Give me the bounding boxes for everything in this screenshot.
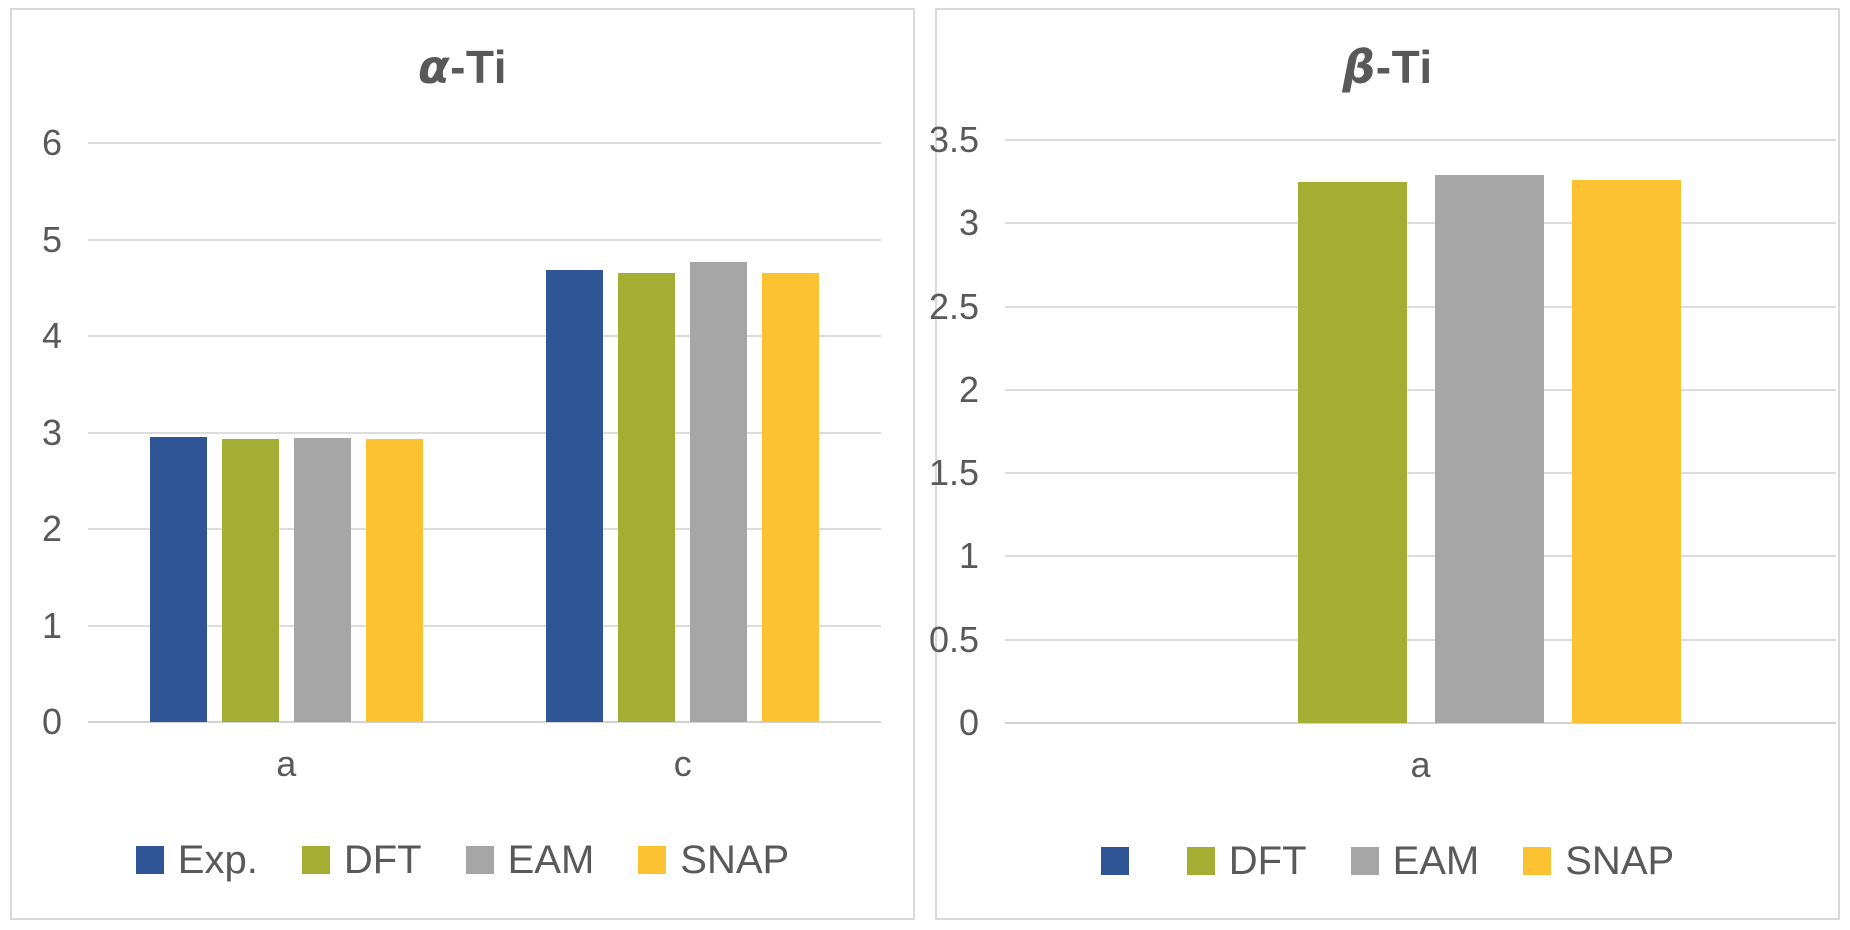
- legend-swatch-icon: [638, 846, 667, 874]
- y-tick-label-0: 0: [958, 702, 979, 743]
- plot-area-alpha-ti: [88, 142, 881, 723]
- gridline-y-3.5: [1005, 139, 1836, 141]
- legend-swatch-icon: [301, 846, 330, 874]
- chart-panel-alpha-ti: α-Ti Exp. DFT EAM SNAP 0 1 2 3 4 5 6 a c: [10, 8, 915, 920]
- y-tick-label-3: 3: [958, 202, 979, 244]
- bar-Exp.-a: [149, 437, 207, 722]
- legend-alpha-ti: Exp. DFT EAM SNAP: [12, 840, 913, 880]
- chart-title-greek-letter: β: [1342, 40, 1376, 94]
- bar-Exp.-c: [546, 270, 604, 722]
- legend-item-DFT: DFT: [1186, 839, 1307, 883]
- y-tick-label-0: 0: [41, 701, 62, 742]
- gridline-y-2.5: [1005, 305, 1836, 308]
- x-axis-line: [1005, 722, 1836, 724]
- legend-item-SNAP: SNAP: [1523, 841, 1674, 881]
- bar-EAM-a: [1434, 174, 1544, 723]
- legend-label: DFT: [1228, 839, 1307, 883]
- y-tick-label-1.5: 1.5: [928, 452, 979, 494]
- y-tick-label-0.5: 0.5: [928, 618, 979, 660]
- chart-title-greek-letter: α: [418, 40, 451, 94]
- legend-label: SNAP: [1565, 839, 1675, 883]
- legend-swatch-icon: [465, 846, 494, 874]
- y-tick-label-2: 2: [41, 508, 62, 549]
- y-tick-label-4: 4: [41, 315, 62, 356]
- legend-item-EAM: EAM: [1350, 839, 1480, 883]
- legend-item-EAM: EAM: [465, 838, 595, 882]
- bar-EAM-a: [293, 438, 351, 722]
- gridline-y-0.5: [1005, 638, 1836, 641]
- legend-swatch-icon: [1186, 847, 1215, 875]
- y-tick-label-5: 5: [41, 218, 62, 260]
- y-tick-label-3: 3: [41, 411, 62, 453]
- bar-DFT-a: [1297, 181, 1407, 723]
- gridline-y-1: [1005, 555, 1836, 558]
- legend-swatch-icon: [135, 846, 164, 874]
- plot-area-beta-ti: [1005, 139, 1836, 724]
- legend-swatch-icon: [1100, 847, 1129, 875]
- y-tick-label-1: 1: [41, 604, 62, 646]
- legend-label: EAM: [1392, 839, 1480, 883]
- gridline-y-2: [1005, 388, 1836, 391]
- gridline-y-3: [88, 431, 881, 434]
- y-tick-label-6: 6: [41, 122, 62, 163]
- legend-label: Exp.: [177, 838, 258, 882]
- y-tick-label-2: 2: [958, 368, 979, 410]
- x-category-label-c: c: [673, 743, 692, 784]
- legend-item-DFT: DFT: [301, 838, 422, 882]
- legend-swatch-icon: [1350, 847, 1379, 875]
- legend-item-Exp.: Exp.: [135, 838, 258, 882]
- gridline-y-1: [88, 624, 881, 627]
- legend-label: SNAP: [680, 838, 790, 882]
- x-axis-line: [88, 721, 881, 723]
- gridline-y-1.5: [1005, 472, 1836, 475]
- gridline-y-3: [1005, 222, 1836, 225]
- x-category-label-a: a: [276, 743, 297, 784]
- bar-DFT-c: [618, 273, 676, 722]
- bar-DFT-a: [221, 439, 279, 722]
- gridline-y-2: [88, 528, 881, 530]
- x-category-label-a: a: [1410, 744, 1431, 785]
- gridline-y-5: [88, 238, 881, 241]
- chart-title-rest: -Ti: [1375, 41, 1433, 93]
- chart-title-beta-ti: β-Ti: [937, 40, 1838, 94]
- y-tick-label-3.5: 3.5: [928, 119, 979, 160]
- legend-beta-ti: DFT EAM SNAP: [937, 841, 1838, 881]
- chart-panel-beta-ti: β-Ti DFT EAM SNAP 0 0.5 1 1.5 2 2.5 3 3.5 a: [929, 8, 1840, 920]
- legend-item-series0: [1100, 847, 1143, 875]
- y-tick-label-1: 1: [958, 535, 979, 577]
- bar-SNAP-c: [762, 273, 820, 722]
- legend-item-SNAP: SNAP: [638, 840, 789, 880]
- bar-EAM-c: [690, 261, 748, 722]
- legend-label: EAM: [507, 838, 595, 882]
- chart-title-rest: -Ti: [450, 41, 507, 93]
- gridline-y-4: [88, 335, 881, 337]
- gridline-y-6: [88, 142, 881, 144]
- chart-title-alpha-ti: α-Ti: [12, 40, 913, 94]
- bar-SNAP-a: [1571, 179, 1681, 723]
- bar-SNAP-a: [365, 439, 423, 722]
- legend-label: DFT: [343, 838, 422, 882]
- legend-swatch-icon: [1523, 847, 1552, 875]
- y-tick-label-2.5: 2.5: [928, 285, 979, 327]
